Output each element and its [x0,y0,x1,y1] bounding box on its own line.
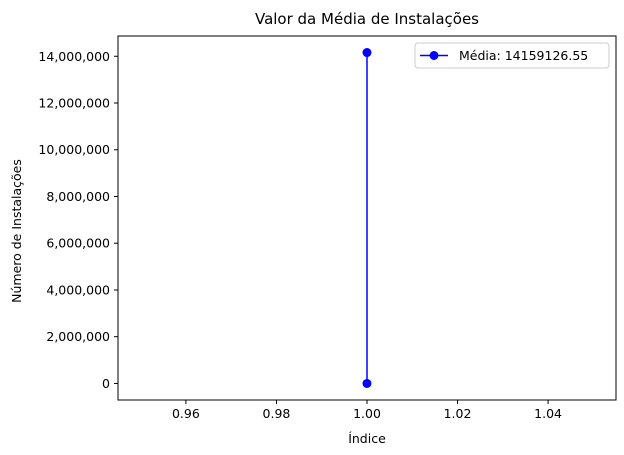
y-tick-label: 10,000,000 [38,142,110,157]
y-tick-label: 4,000,000 [46,282,110,297]
x-tick-label: 0.98 [263,406,291,421]
data-point [362,48,372,58]
x-ticks: 0.96 0.98 1.00 1.02 1.04 [172,400,562,421]
chart-title: Valor da Média de Instalações [255,10,479,28]
x-tick-label: 1.04 [534,406,562,421]
x-tick-label: 1.00 [353,406,381,421]
x-tick-label: 1.02 [444,406,472,421]
y-ticks: 0 2,000,000 4,000,000 6,000,000 8,000,000 10,… [38,49,118,391]
y-tick-label: 0 [102,376,110,391]
x-axis-label: Índice [348,431,386,446]
legend-box [414,42,610,69]
y-axis-label: Número de Instalações [9,159,24,303]
plot-frame [117,35,617,401]
y-tick-label: 12,000,000 [38,96,110,111]
y-tick-label: 2,000,000 [46,329,110,344]
y-tick-label: 6,000,000 [46,236,110,251]
y-tick-label: 14,000,000 [38,49,110,64]
legend: Média: 14159126.55 [414,42,610,69]
data-point [362,378,372,388]
y-tick-label: 8,000,000 [46,189,110,204]
x-tick-label: 0.96 [172,406,200,421]
legend-marker [429,51,439,60]
series-layer [362,48,372,388]
legend-label: Média: 14159126.55 [459,48,588,63]
